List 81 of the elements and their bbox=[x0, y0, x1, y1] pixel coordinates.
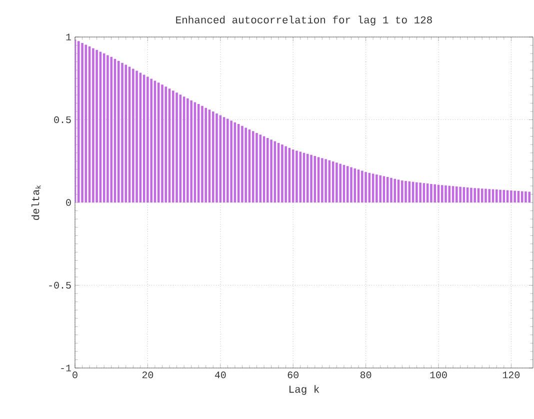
bar bbox=[364, 172, 367, 202]
bar bbox=[146, 76, 149, 202]
bar bbox=[430, 184, 432, 202]
y-tick-label: 0.5 bbox=[54, 116, 71, 124]
bar bbox=[376, 174, 378, 202]
bar bbox=[459, 186, 462, 202]
bar bbox=[172, 90, 174, 202]
bar bbox=[186, 98, 189, 202]
bar bbox=[310, 154, 312, 202]
bar bbox=[176, 92, 178, 202]
bar bbox=[496, 189, 498, 202]
bar bbox=[78, 41, 80, 202]
y-tick-label: 1 bbox=[66, 34, 71, 40]
bar bbox=[241, 126, 244, 202]
bar bbox=[132, 68, 134, 202]
bar bbox=[190, 100, 192, 202]
bar bbox=[520, 191, 524, 202]
x-tick-label: 60 bbox=[288, 372, 298, 378]
bar bbox=[150, 78, 152, 202]
bar bbox=[379, 175, 382, 202]
bar bbox=[324, 159, 327, 202]
bar bbox=[336, 162, 338, 202]
bar bbox=[296, 150, 298, 202]
bar bbox=[321, 158, 324, 202]
bar bbox=[161, 84, 164, 202]
bar bbox=[106, 55, 109, 202]
bar bbox=[401, 180, 404, 202]
bar bbox=[470, 188, 472, 202]
bar bbox=[441, 185, 444, 202]
bar bbox=[201, 106, 204, 202]
bar bbox=[510, 190, 512, 202]
y-axis-title: delta$_{k}$ bbox=[32, 185, 41, 220]
chart-title: Enhanced autocorrelation for lag 1 to 128 bbox=[176, 16, 432, 26]
bar bbox=[499, 190, 502, 202]
y-tick-label: 0 bbox=[66, 199, 71, 206]
bar bbox=[350, 167, 352, 202]
bar bbox=[256, 132, 258, 202]
bar bbox=[434, 184, 436, 202]
x-tick-label: 80 bbox=[360, 372, 372, 378]
bar bbox=[299, 152, 302, 202]
bar bbox=[281, 144, 284, 202]
bar bbox=[266, 138, 269, 202]
bar bbox=[270, 140, 272, 202]
x-tick-label: 20 bbox=[142, 372, 154, 378]
bar bbox=[339, 164, 342, 202]
bar bbox=[404, 180, 407, 202]
bar bbox=[204, 108, 207, 202]
bar bbox=[92, 48, 94, 202]
bar bbox=[244, 128, 247, 202]
bar bbox=[528, 192, 530, 202]
x-tick-label: 40 bbox=[214, 372, 226, 378]
bar bbox=[480, 188, 484, 202]
bar bbox=[96, 50, 98, 202]
bar bbox=[456, 186, 458, 202]
bar bbox=[226, 118, 229, 202]
bar bbox=[416, 182, 418, 202]
bar bbox=[164, 86, 167, 202]
bar bbox=[121, 62, 124, 202]
bar bbox=[474, 188, 476, 202]
bar bbox=[514, 190, 516, 202]
bar bbox=[212, 111, 214, 202]
bar bbox=[346, 166, 349, 202]
bar bbox=[216, 113, 218, 202]
bar bbox=[361, 170, 364, 202]
y-tick-label: -1 bbox=[61, 364, 71, 372]
bar bbox=[306, 154, 309, 202]
x-tick-label: 120 bbox=[502, 372, 520, 378]
bar bbox=[230, 120, 232, 202]
bar bbox=[136, 70, 138, 202]
bar bbox=[524, 191, 527, 202]
bar bbox=[419, 182, 422, 202]
x-axis-title: Lag k bbox=[290, 385, 320, 395]
bar bbox=[484, 188, 487, 202]
y-tick-label: -0.5 bbox=[49, 282, 71, 289]
bar bbox=[110, 56, 112, 202]
x-tick-label: 100 bbox=[430, 372, 447, 378]
bar bbox=[444, 185, 447, 202]
bar bbox=[390, 178, 392, 202]
x-tick-label: 0 bbox=[72, 372, 78, 378]
bar bbox=[81, 42, 84, 202]
bar bbox=[284, 146, 287, 202]
